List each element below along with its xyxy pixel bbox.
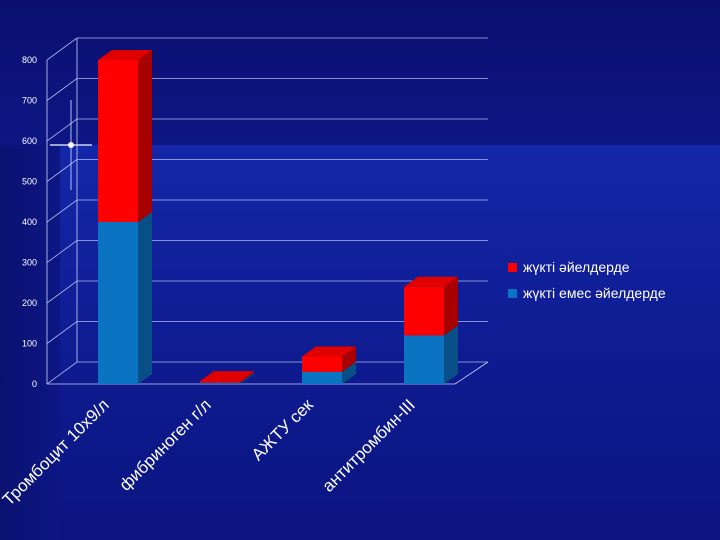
bar-top-2 <box>302 346 356 357</box>
legend-item-pregnant: жүкті әйелдерде <box>508 254 666 280</box>
background-left <box>0 145 60 540</box>
x-tick-label: фибриноген г/л <box>116 395 215 494</box>
y-tick-label: 700 <box>22 96 37 106</box>
bar-top-0 <box>98 50 152 60</box>
sparkle-decoration <box>50 100 92 190</box>
bar-side-3-0 <box>444 325 458 384</box>
legend-item-non-pregnant: жүкті емес әйелдерде <box>508 280 666 306</box>
bar-2-1 <box>302 356 342 372</box>
gridline-side-200 <box>46 280 78 304</box>
bar-3-1 <box>404 286 444 336</box>
gridline-side-100 <box>46 321 78 344</box>
gridline-side-600 <box>46 118 78 142</box>
bar-1-1 <box>200 381 240 383</box>
legend-label-non-pregnant: жүкті емес әйелдерде <box>523 285 666 301</box>
gridline-side-400 <box>46 199 78 223</box>
y-tick-label: 200 <box>22 298 37 308</box>
y-tick-label: 100 <box>22 339 37 349</box>
bars <box>98 50 458 384</box>
gridline-side-300 <box>46 240 78 263</box>
legend: жүкті әйелдерде жүкті емес әйелдерде <box>508 254 666 306</box>
y-axis: 0 100 200 300 400 500 600 700 800 <box>22 55 37 389</box>
bar-side-2-1 <box>342 346 356 372</box>
bar-0-1 <box>98 60 138 222</box>
bar-side-3-1 <box>444 276 458 336</box>
bar-0-0 <box>98 222 138 384</box>
x-tick-label: антитромбин-III <box>319 395 419 495</box>
y-tick-label: 800 <box>22 55 37 65</box>
bar-side-1-0 <box>240 372 254 384</box>
legend-label-pregnant: жүкті әйелдерде <box>523 259 630 275</box>
x-tick-label: АЖТУ сек <box>248 395 317 464</box>
y-tick-label: 600 <box>22 136 37 146</box>
bar-top-1 <box>200 371 254 382</box>
bar-side-0-1 <box>138 50 152 222</box>
y-tick-label: 300 <box>22 258 37 268</box>
x-tick-label: Тромбоцит 10х9/л <box>0 395 113 509</box>
bar-side-0-0 <box>138 212 152 384</box>
floor-right-edge <box>454 361 489 385</box>
y-tick-label: 400 <box>22 217 37 227</box>
bar-1-0 <box>200 382 240 384</box>
gridline-side-700 <box>46 78 78 101</box>
legend-swatch-non-pregnant <box>508 288 517 298</box>
gridline-side-800 <box>46 37 78 61</box>
legend-swatch-pregnant <box>508 262 517 272</box>
bar-side-2-0 <box>342 361 356 384</box>
gridline-side-0 <box>46 361 78 385</box>
bar-3-0 <box>404 335 444 384</box>
bar-2-0 <box>302 371 342 384</box>
bar-side-1-1 <box>240 371 254 383</box>
gridline-side-500 <box>46 159 78 182</box>
x-axis: Тромбоцит 10х9/л фибриноген г/л АЖТУ сек ан… <box>0 395 419 509</box>
y-tick-label: 500 <box>22 177 37 187</box>
bar-top-3 <box>404 276 458 287</box>
background-panel <box>60 145 720 540</box>
y-tick-label: 0 <box>32 379 37 389</box>
